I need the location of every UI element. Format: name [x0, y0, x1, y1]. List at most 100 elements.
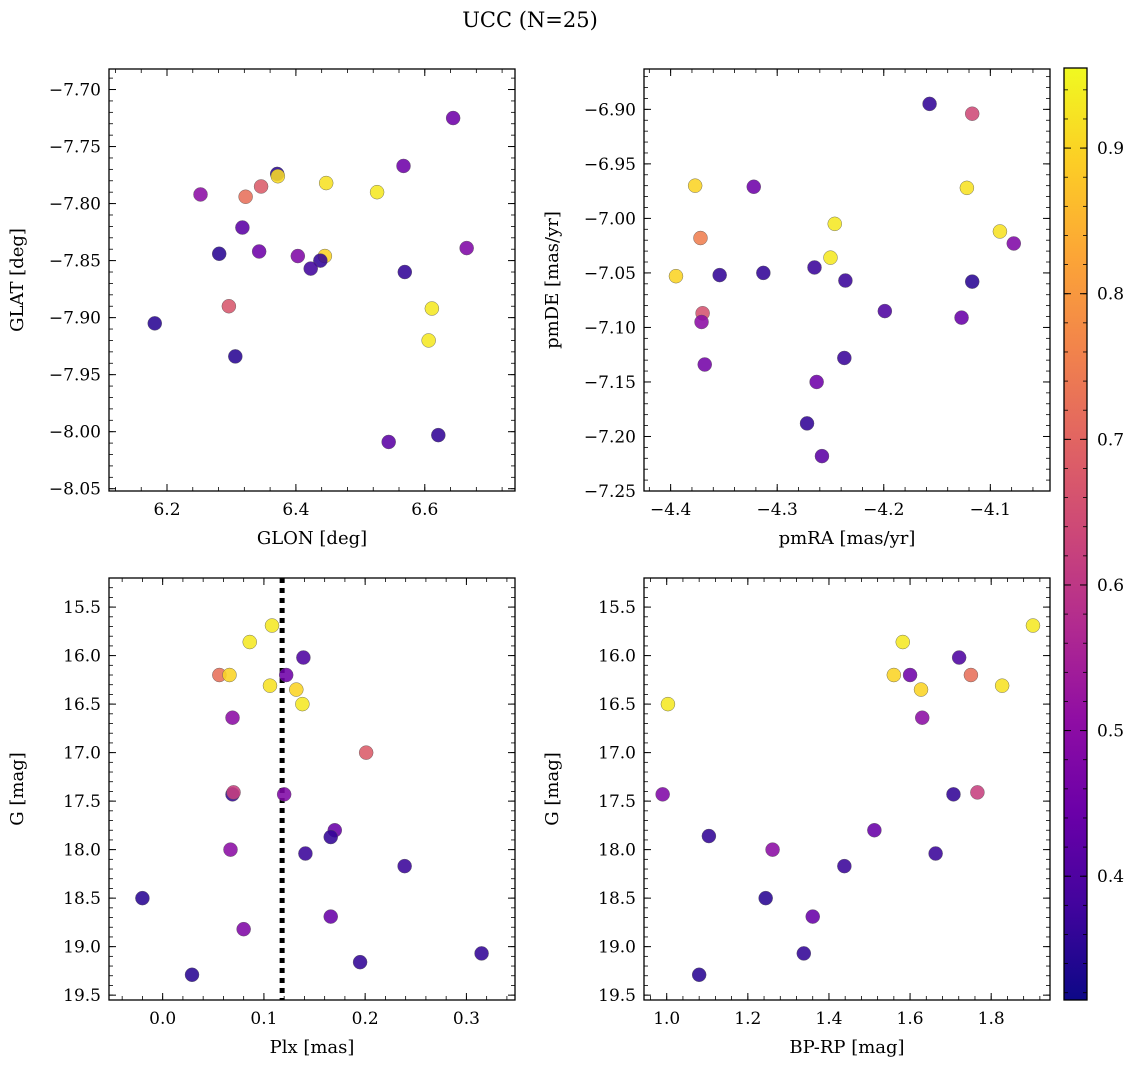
data-point	[809, 374, 824, 390]
data-point	[396, 158, 411, 174]
data-point	[668, 268, 684, 284]
data-point	[814, 448, 830, 464]
data-point	[837, 858, 852, 874]
scatter-points	[668, 96, 1021, 464]
data-point	[805, 909, 820, 924]
subplots: 6.2 6.4 6.6 −7.70 −7.75 −7.80 −7.85 −7.90 −7.95 −…	[7, 68, 1051, 1058]
y-tick-label: 19.0	[63, 938, 101, 958]
scatter-points	[147, 110, 474, 450]
data-point	[358, 745, 374, 760]
data-point	[697, 357, 712, 372]
y-tick-label: 16.5	[63, 695, 101, 715]
data-point	[221, 299, 237, 314]
data-point	[837, 350, 852, 366]
data-point	[691, 967, 707, 982]
y-tick-label: −6.90	[584, 100, 636, 120]
subplot-3: 0.0 0.1 0.2 0.3 15.5 16.0 16.5 17.0 17.5 18.0 18.5…	[7, 577, 516, 1058]
data-point	[796, 946, 812, 961]
y-tick-label: 18.0	[598, 841, 636, 861]
data-point	[693, 230, 708, 246]
data-point	[970, 785, 985, 800]
data-point	[184, 967, 200, 982]
data-point	[655, 787, 670, 802]
data-point	[922, 96, 937, 112]
colorbar: 0.4 0.5 0.6 0.7 0.8 0.9	[1063, 67, 1124, 1001]
data-point	[424, 301, 440, 316]
axes-frame	[108, 68, 516, 492]
x-tick-label: 6.2	[153, 500, 180, 520]
y-tick-label: −7.75	[49, 138, 101, 158]
y-tick-label: −7.70	[49, 81, 101, 101]
x-axis-label: pmRA [mas/yr]	[779, 528, 916, 549]
colorbar-tick-label: 0.6	[1097, 576, 1124, 596]
data-point	[397, 858, 412, 874]
data-point	[421, 333, 436, 348]
x-axis-label: GLON [deg]	[257, 528, 367, 549]
y-tick-label: −7.95	[49, 366, 101, 386]
data-point	[296, 650, 311, 665]
x-tick-label: −4.3	[757, 500, 798, 520]
data-point	[290, 248, 306, 264]
x-tick-label: 6.4	[282, 500, 309, 520]
data-point	[225, 710, 240, 725]
data-point	[235, 220, 250, 235]
data-point	[369, 184, 385, 200]
scatter-points	[655, 618, 1041, 982]
data-point	[913, 682, 929, 697]
y-tick-label: 16.0	[63, 647, 101, 667]
data-point	[242, 634, 257, 650]
y-tick-label: −7.15	[584, 373, 636, 393]
data-point	[959, 180, 975, 196]
data-point	[262, 678, 278, 693]
x-tick-label: 6.6	[411, 500, 438, 520]
y-axis-label: pmDE [mas/yr]	[542, 211, 563, 349]
data-point	[946, 787, 961, 802]
data-point	[1006, 236, 1021, 251]
y-tick-label: −8.05	[49, 480, 101, 500]
x-tick-label: 1.8	[978, 1009, 1005, 1029]
data-point	[459, 240, 474, 256]
data-point	[289, 682, 304, 697]
x-tick-label: −4.4	[650, 500, 691, 520]
y-tick-label: −7.25	[584, 482, 636, 502]
data-point	[951, 650, 967, 665]
data-point	[474, 946, 489, 961]
data-point	[928, 846, 943, 861]
y-tick-label: 18.0	[63, 841, 101, 861]
data-point	[318, 175, 334, 191]
data-point	[799, 416, 815, 431]
y-tick-label: −7.20	[584, 427, 636, 447]
y-tick-label: −7.80	[49, 195, 101, 215]
data-point	[1025, 618, 1041, 633]
y-tick-label: 19.0	[598, 938, 636, 958]
colorbar-tick-label: 0.8	[1097, 285, 1124, 305]
data-point	[823, 250, 838, 265]
y-tick-label: 19.5	[598, 986, 636, 1006]
axes-frame	[643, 577, 1051, 1001]
y-tick-label: −7.05	[584, 264, 636, 284]
data-point	[223, 842, 238, 857]
data-point	[295, 696, 310, 712]
data-point	[694, 314, 709, 330]
data-point	[992, 224, 1008, 239]
data-point	[746, 179, 761, 194]
axes-frame	[643, 68, 1051, 492]
y-tick-label: 16.5	[598, 695, 636, 715]
y-tick-label: 15.5	[63, 598, 101, 618]
x-tick-label: −4.2	[863, 500, 904, 520]
colorbar-tick-label: 0.9	[1097, 139, 1124, 159]
y-tick-label: −7.85	[49, 252, 101, 272]
data-point	[264, 618, 280, 633]
x-tick-label: 0.3	[453, 1009, 480, 1029]
data-point	[867, 823, 882, 838]
y-axis-label: G [mag]	[542, 752, 563, 825]
x-axis-label: Plx [mas]	[270, 1037, 355, 1058]
data-point	[954, 310, 969, 325]
data-point	[323, 829, 338, 845]
data-point	[660, 696, 676, 712]
data-point	[994, 678, 1010, 693]
data-point	[758, 890, 773, 906]
x-tick-label: 1.6	[897, 1009, 924, 1029]
data-point	[431, 427, 446, 443]
